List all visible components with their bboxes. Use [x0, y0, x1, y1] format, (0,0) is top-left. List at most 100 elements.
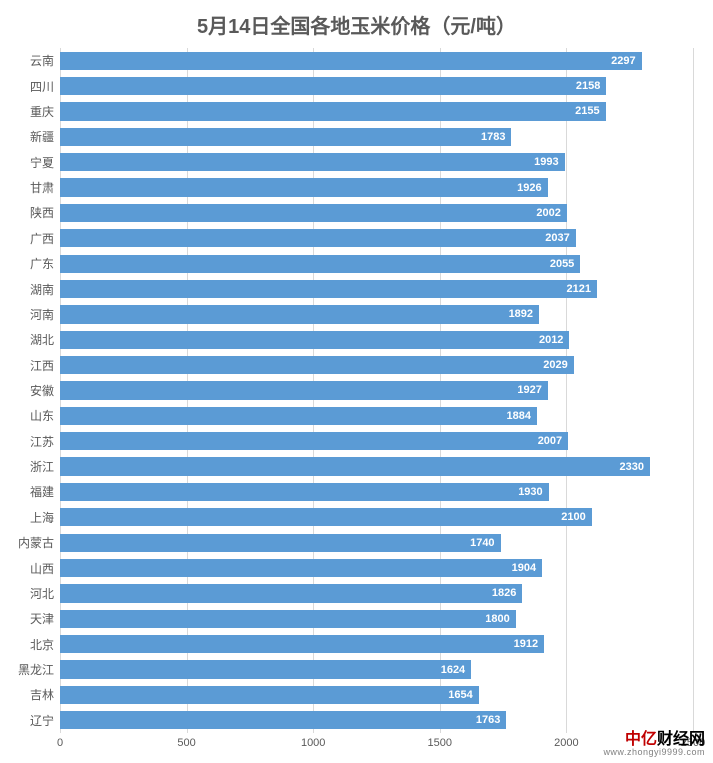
chart-title: 5月14日全国各地玉米价格（元/吨） — [0, 0, 713, 39]
bar-row: 湖北2012 — [60, 331, 693, 349]
category-label: 河南 — [5, 306, 60, 323]
gridline — [693, 48, 694, 733]
category-label: 广西 — [5, 230, 60, 247]
value-label: 2121 — [567, 283, 591, 295]
value-label: 1654 — [448, 689, 472, 701]
watermark: 中亿财经网 www.zhongyi9999.com — [603, 732, 705, 757]
category-label: 云南 — [5, 52, 60, 69]
bar-row: 宁夏1993 — [60, 153, 693, 171]
value-label: 1826 — [492, 587, 516, 599]
bar: 2029 — [60, 356, 574, 374]
value-label: 1904 — [512, 562, 536, 574]
value-label: 1624 — [441, 664, 465, 676]
category-label: 湖北 — [5, 331, 60, 348]
bar: 1624 — [60, 660, 471, 678]
bar: 1904 — [60, 559, 542, 577]
category-label: 湖南 — [5, 281, 60, 298]
bar-row: 上海2100 — [60, 508, 693, 526]
value-label: 2037 — [545, 232, 569, 244]
bar: 1993 — [60, 153, 565, 171]
bar-row: 广东2055 — [60, 255, 693, 273]
category-label: 天津 — [5, 610, 60, 627]
bar: 2055 — [60, 255, 580, 273]
category-label: 重庆 — [5, 103, 60, 120]
category-label: 山东 — [5, 407, 60, 424]
bar: 1912 — [60, 635, 544, 653]
bar-row: 北京1912 — [60, 635, 693, 653]
bar-row: 福建1930 — [60, 483, 693, 501]
bar: 2158 — [60, 77, 606, 95]
value-label: 2158 — [576, 80, 600, 92]
value-label: 1912 — [514, 638, 538, 650]
value-label: 1740 — [470, 537, 494, 549]
category-label: 内蒙古 — [5, 534, 60, 551]
bar-row: 辽宁1763 — [60, 711, 693, 729]
category-label: 吉林 — [5, 686, 60, 703]
bar: 2155 — [60, 102, 606, 120]
bar: 1926 — [60, 178, 548, 196]
category-label: 福建 — [5, 483, 60, 500]
bar: 1930 — [60, 483, 549, 501]
value-label: 2297 — [611, 55, 635, 67]
bar-row: 重庆2155 — [60, 102, 693, 120]
value-label: 1783 — [481, 131, 505, 143]
x-tick-label: 1000 — [301, 733, 325, 749]
bar-row: 河南1892 — [60, 305, 693, 323]
category-label: 山西 — [5, 560, 60, 577]
category-label: 黑龙江 — [5, 661, 60, 678]
bar: 2121 — [60, 280, 597, 298]
bar-row: 甘肃1926 — [60, 178, 693, 196]
watermark-brand: 中亿财经网 — [603, 732, 705, 748]
bar-row: 新疆1783 — [60, 128, 693, 146]
bar-row: 黑龙江1624 — [60, 660, 693, 678]
value-label: 1927 — [517, 384, 541, 396]
chart-container: 5月14日全国各地玉米价格（元/吨） 05001000150020002500云… — [0, 0, 713, 763]
bar: 1892 — [60, 305, 539, 323]
bar-row: 河北1826 — [60, 584, 693, 602]
value-label: 1926 — [517, 182, 541, 194]
category-label: 江西 — [5, 357, 60, 374]
category-label: 河北 — [5, 585, 60, 602]
bar: 2297 — [60, 52, 642, 70]
value-label: 2002 — [536, 207, 560, 219]
bar-row: 广西2037 — [60, 229, 693, 247]
category-label: 浙江 — [5, 458, 60, 475]
category-label: 甘肃 — [5, 179, 60, 196]
bar: 2002 — [60, 204, 567, 222]
bar-row: 安徽1927 — [60, 381, 693, 399]
watermark-brand-red: 中亿 — [625, 731, 657, 748]
bar: 1783 — [60, 128, 511, 146]
bar: 1763 — [60, 711, 506, 729]
watermark-brand-black: 财经网 — [657, 731, 705, 748]
bar: 1927 — [60, 381, 548, 399]
value-label: 2055 — [550, 258, 574, 270]
bar: 2007 — [60, 432, 568, 450]
category-label: 北京 — [5, 636, 60, 653]
bar-row: 湖南2121 — [60, 280, 693, 298]
value-label: 1892 — [509, 308, 533, 320]
bar: 1826 — [60, 584, 522, 602]
bar: 1800 — [60, 610, 516, 628]
bar: 2330 — [60, 457, 650, 475]
watermark-url: www.zhongyi9999.com — [603, 748, 705, 757]
value-label: 1884 — [507, 410, 531, 422]
bar: 2100 — [60, 508, 592, 526]
bar: 1740 — [60, 534, 501, 552]
value-label: 2007 — [538, 435, 562, 447]
value-label: 2012 — [539, 334, 563, 346]
x-tick-label: 0 — [57, 733, 63, 749]
bar: 2037 — [60, 229, 576, 247]
category-label: 四川 — [5, 78, 60, 95]
bar-row: 陕西2002 — [60, 204, 693, 222]
bar-row: 山西1904 — [60, 559, 693, 577]
category-label: 上海 — [5, 509, 60, 526]
x-tick-label: 2000 — [554, 733, 578, 749]
bar-row: 天津1800 — [60, 610, 693, 628]
bar-row: 山东1884 — [60, 407, 693, 425]
category-label: 新疆 — [5, 128, 60, 145]
value-label: 1930 — [518, 486, 542, 498]
value-label: 2330 — [619, 461, 643, 473]
category-label: 江苏 — [5, 433, 60, 450]
bar-row: 江西2029 — [60, 356, 693, 374]
x-tick-label: 500 — [177, 733, 195, 749]
